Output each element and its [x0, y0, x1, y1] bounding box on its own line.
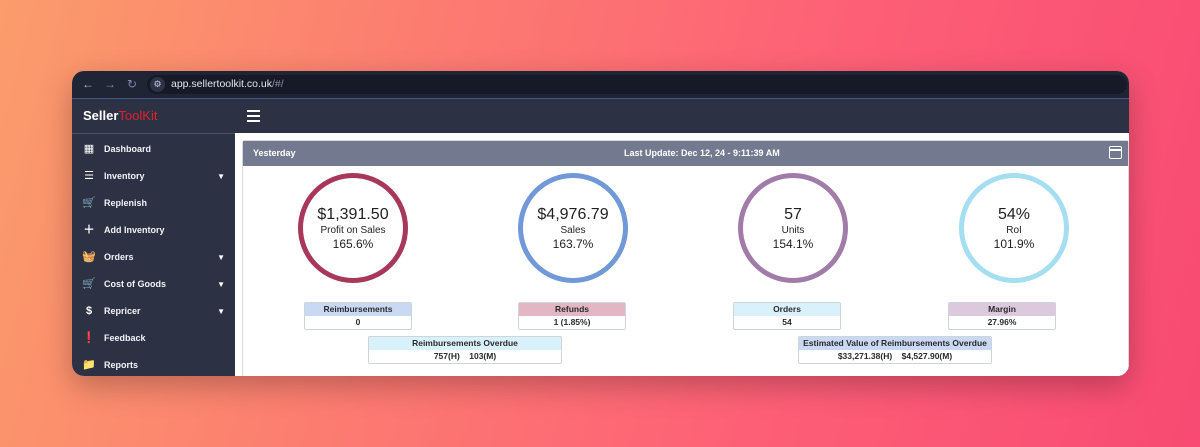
- sidebar-item-replenish[interactable]: 🛒 Replenish: [72, 190, 235, 217]
- estimated-value-overdue-box: Estimated Value of Reimbursements Overdu…: [798, 336, 992, 364]
- top-bar: [235, 99, 1129, 133]
- caret-down-icon: ▼: [217, 172, 225, 181]
- metric-value: 57: [784, 206, 802, 223]
- last-update-text: Last Update: Dec 12, 24 - 9:11:39 AM: [624, 148, 780, 158]
- calendar-icon[interactable]: [1109, 146, 1122, 159]
- reimbursements-overdue-box: Reimbursements Overdue 757(H) 103(M): [368, 336, 562, 364]
- metric-value: $4,976.79: [537, 206, 609, 223]
- metric-label: RoI: [1006, 225, 1022, 236]
- stat-refunds: Refunds 1 (1.85%): [518, 302, 626, 330]
- cart-plus-icon: 🛒: [82, 197, 96, 209]
- metric-percent: 154.1%: [772, 237, 814, 251]
- sidebar-item-orders[interactable]: 🧺 Orders ▼: [72, 244, 235, 271]
- sidebar-item-dashboard[interactable]: ▦ Dashboard: [72, 136, 235, 163]
- stat-value: $33,271.38(H) $4,527.90(M): [799, 350, 991, 363]
- sidebar-item-add-inventory[interactable]: ＋ Add Inventory: [72, 217, 235, 244]
- period-label: Yesterday: [253, 148, 296, 158]
- sidebar-item-label: Feedback: [104, 333, 146, 343]
- caret-down-icon: ▼: [217, 307, 225, 316]
- sidebar-menu: ▦ Dashboard ☰ Inventory ▼ 🛒 Replenish ＋ …: [72, 134, 235, 376]
- metric-label: Profit on Sales: [320, 225, 386, 236]
- dollar-circle-icon: $: [85, 305, 93, 317]
- url-text[interactable]: app.sellertoolkit.co.uk/#/: [171, 78, 284, 90]
- sidebar-item-repricer[interactable]: $ Repricer ▼: [72, 298, 235, 325]
- address-bar[interactable]: ⚙ app.sellertoolkit.co.uk/#/: [147, 75, 1127, 94]
- metric-percent: 101.9%: [993, 237, 1035, 251]
- stat-value: 1 (1.85%): [519, 316, 625, 329]
- metric-percent: 163.7%: [552, 237, 594, 251]
- sidebar-item-label: Inventory: [104, 171, 145, 181]
- sidebar-item-label: Orders: [104, 252, 134, 262]
- metric-percent: 165.6%: [332, 237, 374, 251]
- metric-label: Sales: [560, 225, 586, 236]
- summary-panel: Yesterday Last Update: Dec 12, 24 - 9:11…: [242, 140, 1129, 376]
- metric-units-circle: 57 Units 154.1%: [738, 173, 848, 283]
- sidebar-item-cost-of-goods[interactable]: 🛒 Cost of Goods ▼: [72, 271, 235, 298]
- sidebar-item-reports[interactable]: 📁 Reports: [72, 352, 235, 376]
- browser-window: ← → ↻ ⚙ app.sellertoolkit.co.uk/#/ Selle…: [72, 71, 1129, 376]
- brand-part-toolkit: ToolKit: [118, 108, 158, 123]
- metric-profit-circle: $1,391.50 Profit on Sales 165.6%: [298, 173, 408, 283]
- caret-down-icon: ▼: [217, 280, 225, 289]
- sidebar-item-label: Reports: [104, 360, 139, 370]
- stat-value: 27.96%: [949, 316, 1055, 329]
- menu-toggle-icon[interactable]: [247, 110, 260, 122]
- site-settings-icon[interactable]: ⚙: [150, 77, 165, 92]
- url-host: app.sellertoolkit.co.uk: [171, 78, 272, 90]
- caret-down-icon: ▼: [217, 253, 225, 262]
- metric-sales-circle: $4,976.79 Sales 163.7%: [518, 173, 628, 283]
- dashboard-icon: ▦: [83, 143, 95, 155]
- stat-label: Orders: [734, 303, 840, 316]
- url-path: /#/: [271, 78, 284, 90]
- stat-value: 0: [305, 316, 411, 329]
- sidebar-item-label: Repricer: [104, 306, 141, 316]
- sidebar-item-inventory[interactable]: ☰ Inventory ▼: [72, 163, 235, 190]
- reload-icon[interactable]: ↻: [126, 77, 138, 91]
- metric-value: $1,391.50: [317, 206, 389, 223]
- stat-value: 54: [734, 316, 840, 329]
- stat-orders: Orders 54: [733, 302, 841, 330]
- stat-value: 757(H) 103(M): [369, 350, 561, 363]
- stat-label: Margin: [949, 303, 1055, 316]
- basket-icon: 🧺: [82, 251, 96, 263]
- brand-part-seller: Seller: [83, 108, 119, 123]
- back-arrow-icon[interactable]: ←: [82, 77, 94, 91]
- stat-label: Estimated Value of Reimbursements Overdu…: [799, 337, 991, 350]
- stat-margin: Margin 27.96%: [948, 302, 1056, 330]
- browser-toolbar: ← → ↻ ⚙ app.sellertoolkit.co.uk/#/: [72, 71, 1129, 99]
- metric-value: 54%: [997, 206, 1031, 223]
- panel-header: Yesterday Last Update: Dec 12, 24 - 9:11…: [243, 141, 1128, 166]
- list-icon: ☰: [84, 170, 94, 182]
- sidebar-item-feedback[interactable]: ❗ Feedback: [72, 325, 235, 352]
- folder-icon: 📁: [82, 359, 96, 371]
- stat-label: Refunds: [519, 303, 625, 316]
- stat-label: Reimbursements Overdue: [369, 337, 561, 350]
- plus-icon: ＋: [83, 224, 95, 236]
- sidebar-item-label: Dashboard: [104, 144, 152, 154]
- stat-label: Reimbursements: [305, 303, 411, 316]
- sidebar-item-label: Cost of Goods: [104, 279, 166, 289]
- metric-roi-circle: 54% RoI 101.9%: [959, 173, 1069, 283]
- feedback-icon: ❗: [82, 332, 96, 344]
- metric-label: Units: [781, 225, 805, 236]
- cart-icon: 🛒: [82, 278, 96, 290]
- main-content: Yesterday Last Update: Dec 12, 24 - 9:11…: [235, 133, 1129, 376]
- sidebar-item-label: Add Inventory: [104, 225, 165, 235]
- sidebar-item-label: Replenish: [104, 198, 148, 208]
- stat-reimbursements: Reimbursements 0: [304, 302, 412, 330]
- forward-arrow-icon[interactable]: →: [104, 77, 116, 91]
- brand-logo[interactable]: SellerToolKit: [72, 99, 235, 134]
- sidebar: SellerToolKit ▦ Dashboard ☰ Inventory ▼ …: [72, 99, 235, 376]
